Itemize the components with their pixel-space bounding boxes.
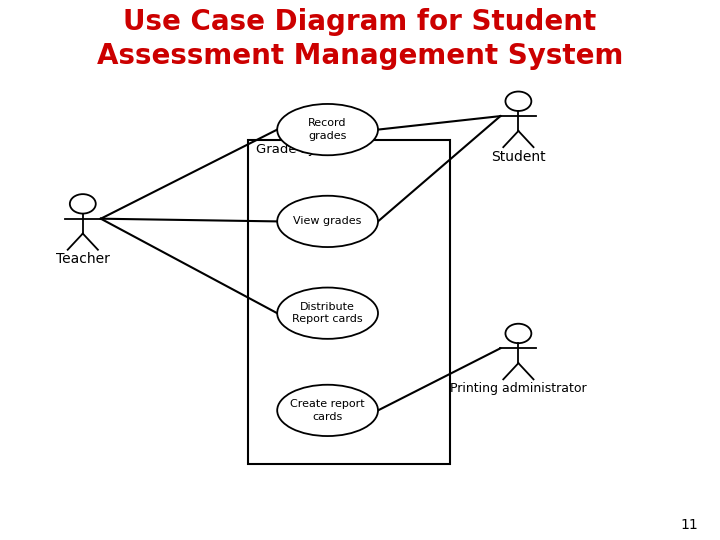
Text: Create report
cards: Create report cards [290,399,365,422]
Circle shape [505,323,531,343]
Ellipse shape [277,196,378,247]
Text: Record
grades: Record grades [308,118,347,141]
Text: View grades: View grades [294,217,361,226]
Circle shape [70,194,96,213]
Ellipse shape [277,384,378,436]
Text: Grade system: Grade system [256,143,348,156]
Text: Student: Student [491,150,546,164]
Text: Printing administrator: Printing administrator [450,382,587,395]
Text: Teacher: Teacher [56,252,109,266]
Text: Use Case Diagram for Student
Assessment Management System: Use Case Diagram for Student Assessment … [96,8,624,70]
Bar [248,140,450,464]
Text: Distribute
Report cards: Distribute Report cards [292,302,363,325]
Text: 11: 11 [680,518,698,532]
Ellipse shape [277,287,378,339]
Ellipse shape [277,104,378,156]
Circle shape [505,91,531,111]
